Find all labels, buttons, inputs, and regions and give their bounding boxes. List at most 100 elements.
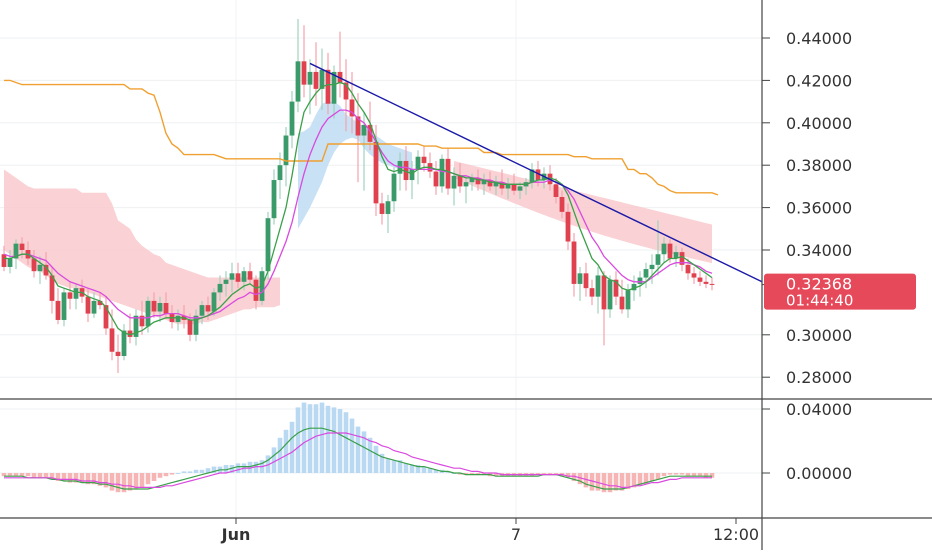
cloud-bull-section (298, 101, 412, 229)
histogram-bar (493, 473, 499, 477)
histogram-bar (349, 418, 355, 473)
candle-body (661, 243, 667, 255)
candle (235, 262, 241, 289)
candle-body (85, 296, 91, 314)
candle (403, 146, 409, 191)
candle-body (607, 279, 613, 310)
candle-body (493, 182, 499, 187)
candle (43, 252, 49, 280)
histogram-bar (601, 473, 607, 493)
y-tick-label: 0.00000 (786, 464, 852, 483)
candle-body (163, 303, 169, 314)
histogram-bar (541, 473, 547, 475)
histogram-bar (667, 473, 673, 475)
histogram-bar (139, 473, 145, 488)
candle (655, 220, 661, 276)
candle-body (109, 328, 115, 352)
candle-body (385, 201, 391, 214)
candle (253, 275, 259, 310)
candle-body (619, 296, 625, 310)
candle-body (229, 273, 235, 280)
candle (679, 247, 685, 272)
candle-body (7, 258, 13, 267)
histogram-bar (85, 473, 91, 485)
candle (361, 112, 367, 191)
candle-body (199, 305, 205, 316)
candle-body (709, 283, 715, 285)
candle (277, 152, 283, 200)
candle (157, 296, 163, 323)
candle-body (277, 165, 283, 181)
histogram-bar (61, 473, 67, 481)
candle-body (505, 184, 511, 189)
histogram-bar (703, 473, 709, 478)
histogram-bar (19, 473, 25, 477)
candle-body (613, 279, 619, 297)
y-tick-label: 0.30000 (786, 326, 852, 345)
price-tag: 0.32368 01:44:40 (764, 273, 916, 310)
oscillator-signal-line (4, 432, 712, 488)
histogram-bar (421, 466, 427, 473)
histogram-bar (475, 473, 481, 475)
candle (703, 275, 709, 289)
candle-body (217, 283, 223, 293)
indicator-lines (3, 62, 763, 336)
candle-body (679, 252, 685, 265)
x-tick-label: Jun (221, 525, 251, 544)
candle-body (247, 271, 253, 280)
y-tick-label: 0.40000 (786, 114, 852, 133)
trend-line[interactable] (309, 62, 763, 283)
candle-body (289, 101, 295, 136)
candle (595, 266, 601, 314)
candle-body (421, 156, 427, 164)
candle-body (367, 124, 373, 142)
histogram-bar (307, 404, 313, 473)
candle-body (361, 124, 367, 136)
candle (637, 271, 643, 297)
candle-body (115, 351, 121, 356)
candle (625, 283, 631, 318)
histogram-bar (607, 473, 613, 493)
baseline-line (4, 79, 719, 196)
histogram-bar (409, 465, 415, 473)
histogram-bar (691, 473, 697, 477)
histogram-bar (253, 461, 259, 473)
candle (349, 71, 355, 134)
histogram-bar (583, 473, 589, 488)
candle (685, 258, 691, 280)
histogram-bar (55, 473, 61, 481)
candle-body (481, 180, 487, 185)
y-tick-label: 0.44000 (786, 29, 852, 48)
candle-body (13, 243, 19, 259)
candle-body (463, 182, 469, 187)
histogram-bar (313, 404, 319, 473)
candle (133, 309, 139, 346)
candle (7, 250, 13, 274)
histogram-bar (355, 426, 361, 473)
candle-body (625, 290, 631, 310)
x-tick-label: 12:00 (713, 525, 759, 544)
candle-body (121, 330, 127, 356)
candle (559, 190, 565, 219)
candle (67, 281, 73, 310)
histogram-bar (13, 473, 19, 477)
histogram-bar (427, 468, 433, 473)
candle (31, 250, 37, 278)
candle-body (139, 315, 145, 327)
candle (121, 324, 127, 361)
histogram-bar (613, 473, 619, 491)
candle (493, 175, 499, 195)
histogram-bar (121, 473, 127, 493)
candle-body (97, 300, 103, 306)
candle-body (703, 281, 709, 284)
candle-body (193, 315, 199, 335)
candle (193, 309, 199, 342)
candle-body (295, 61, 301, 102)
candle (661, 237, 667, 263)
candle-body (67, 292, 73, 299)
candle (697, 271, 703, 287)
candle-body (49, 275, 55, 301)
histogram-bar (157, 473, 163, 478)
candle (589, 279, 595, 306)
